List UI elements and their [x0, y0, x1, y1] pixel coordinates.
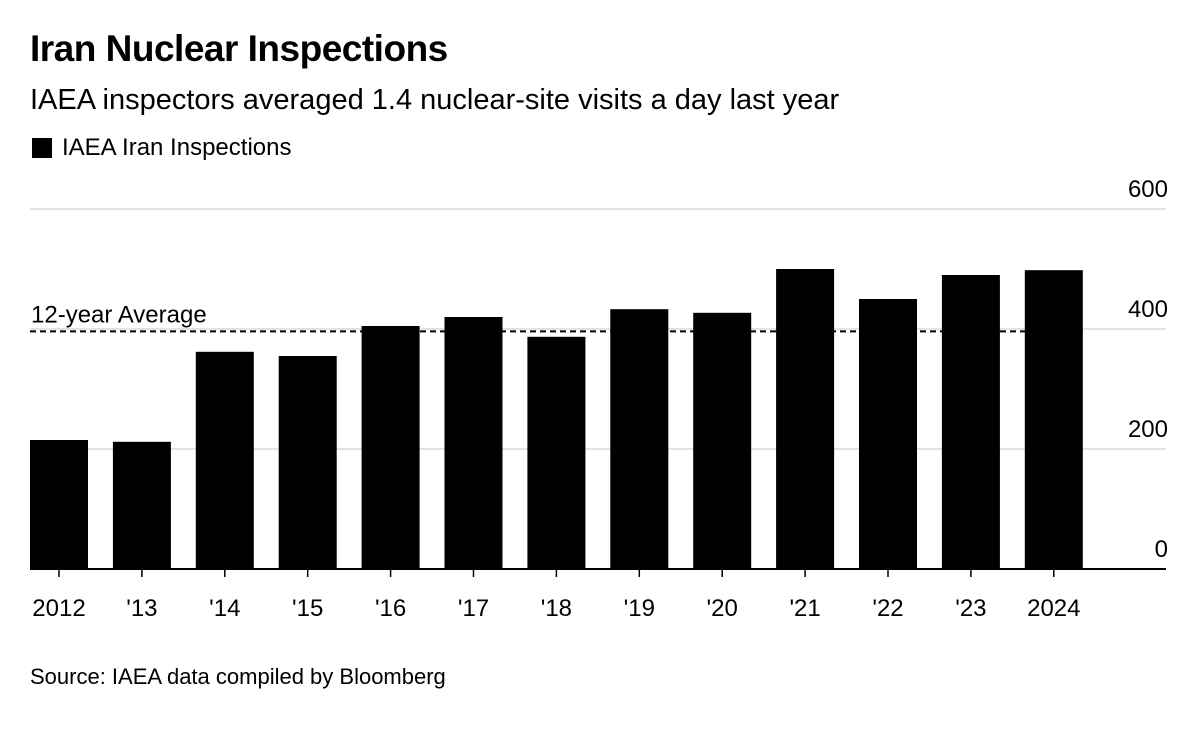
y-tick-label-400: 400: [1128, 296, 1168, 323]
bar-8: [693, 312, 752, 569]
x-tick-label-10: '22: [872, 595, 903, 622]
bar-6: [527, 336, 586, 569]
y-tick-label-600: 600: [1128, 176, 1168, 203]
bar-7: [610, 309, 669, 569]
x-tick-label-6: '18: [541, 595, 572, 622]
legend-label: IAEA Iran Inspections: [62, 134, 292, 161]
x-tick-label-4: '16: [375, 595, 406, 622]
y-tick-label-0: 0: [1155, 536, 1168, 563]
bar-0: [30, 440, 88, 569]
bar-2: [195, 351, 254, 569]
x-tick-label-2: '14: [209, 595, 240, 622]
x-tick-label-11: '23: [955, 595, 986, 622]
source-note: Source: IAEA data compiled by Bloomberg: [30, 664, 446, 689]
x-tick-label-7: '19: [624, 595, 655, 622]
x-tick-label-12: 2024: [1027, 595, 1080, 622]
bar-5: [444, 317, 503, 569]
bar-11: [941, 275, 1000, 569]
bar-9: [776, 269, 835, 569]
legend: IAEA Iran Inspections: [32, 134, 291, 162]
x-tick-label-9: '21: [789, 595, 820, 622]
x-tick-label-3: '15: [292, 595, 323, 622]
x-tick-label-0: 2012: [32, 595, 85, 622]
bar-4: [361, 326, 420, 569]
legend-swatch: [32, 138, 52, 158]
y-tick-label-200: 200: [1128, 416, 1168, 443]
bar-12: [1024, 270, 1083, 569]
bar-10: [859, 299, 917, 569]
x-tick-label-8: '20: [707, 595, 738, 622]
chart-subtitle: IAEA inspectors averaged 1.4 nuclear-sit…: [30, 84, 840, 116]
bar-3: [278, 356, 337, 569]
average-label: 12-year Average: [31, 301, 207, 328]
x-tick-label-5: '17: [458, 595, 489, 622]
chart-title: Iran Nuclear Inspections: [30, 28, 448, 69]
bar-1: [112, 441, 171, 569]
x-tick-label-1: '13: [126, 595, 157, 622]
